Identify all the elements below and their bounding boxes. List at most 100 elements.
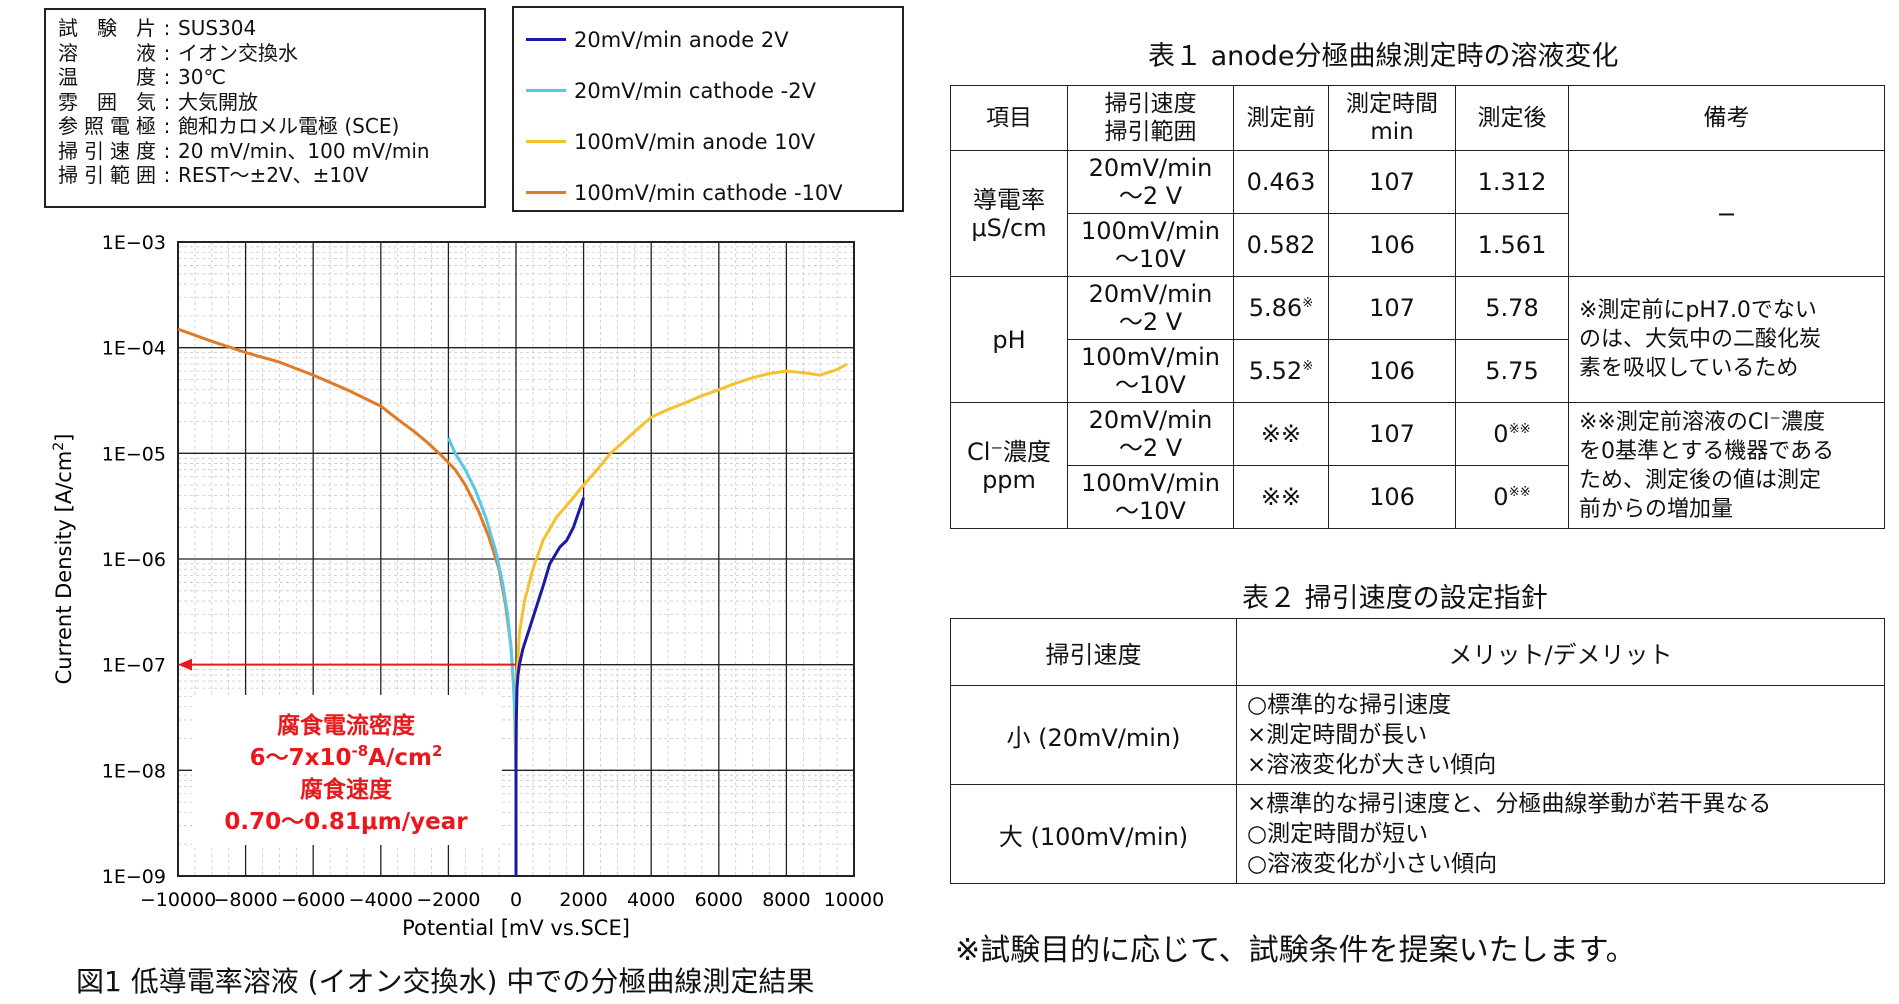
x-axis-label: Potential [mV vs.SCE]: [402, 916, 630, 940]
table2-title: 表２ 掃引速度の設定指針: [1242, 583, 1548, 614]
after-cell: 0※※: [1455, 465, 1569, 529]
annotation-box: [192, 695, 502, 845]
after-cell: 5.78: [1455, 276, 1569, 340]
x-tick-label: 0: [510, 889, 522, 911]
after-cell: 5.75: [1455, 339, 1569, 403]
test-conditions-box: 試験片: SUS304 溶液: イオン交換水 温度:30℃ 雰囲気: 大気開放 参照電…: [44, 8, 486, 208]
series-line-2: [514, 362, 848, 876]
x-tick-label: 8000: [762, 889, 810, 911]
x-tick-label: 2000: [559, 889, 607, 911]
condition-separator: :: [163, 114, 171, 138]
note-cell: ※測定前にpH7.0でない のは、大気中の二酸化炭 素を吸収しているため: [1568, 276, 1885, 403]
y-tick-label: 1E−09: [102, 866, 166, 888]
table2-header: 掃引速度: [950, 618, 1237, 686]
x-tick-label: 4000: [627, 889, 675, 911]
x-tick-label: −4000: [349, 889, 413, 911]
y-tick-label: 1E−03: [102, 232, 166, 254]
after-cell: 1.312: [1455, 150, 1569, 214]
time-cell: 107: [1328, 276, 1456, 340]
condition-row: 試験片: SUS304: [58, 16, 472, 41]
condition-separator: :: [163, 16, 171, 40]
table1-header: 測定時間 min: [1328, 85, 1456, 151]
table-row: 導電率 μS/cm 20mV/min 〜2 V 0.463 107 1.312 …: [950, 150, 1885, 277]
speed-cell: 20mV/min 〜2 V: [1067, 402, 1234, 466]
legend-swatch: [526, 140, 566, 143]
table-row: 小 (20mV/min) ○標準的な掃引速度 ×測定時間が長い ×溶液変化が大き…: [950, 685, 1885, 785]
condition-value: 30℃: [178, 65, 226, 89]
table-row: 大 (100mV/min) ×標準的な掃引速度と、分極曲線挙動が若干異なる ○測…: [950, 784, 1885, 884]
merit-cell: ○標準的な掃引速度 ×測定時間が長い ×溶液変化が大きい傾向: [1236, 685, 1885, 785]
table-row: 100mV/min 〜10V ※※ 106 0※※: [951, 465, 1885, 529]
condition-value: REST〜±2V、±10V: [178, 163, 369, 187]
note-cell: ※※測定前溶液のCl⁻濃度 を0基準とする機器である ため、測定後の値は測定 前…: [1568, 402, 1885, 529]
speed-cell: 100mV/min 〜10V: [1067, 213, 1234, 277]
annotation-line-1: 腐食電流密度: [277, 712, 416, 739]
table1-title: 表１ anode分極曲線測定時の溶液変化: [1148, 41, 1619, 72]
after-cell: 0※※: [1455, 402, 1569, 466]
table1-header-row: 項目 掃引速度 掃引範囲 測定前 測定時間 min 測定後 備考: [950, 85, 1885, 151]
table2: 掃引速度 メリット/デメリット 小 (20mV/min) ○標準的な掃引速度 ×…: [950, 618, 1885, 884]
legend-item: 20mV/min cathode -2V: [526, 65, 890, 116]
legend-item: 20mV/min anode 2V: [526, 14, 890, 65]
table-row: Cl⁻濃度 ppm 20mV/min 〜2 V ※※ 107 0※※ ※※測定前…: [950, 402, 1885, 529]
condition-key: 掃引範囲: [58, 163, 156, 187]
y-tick-label: 1E−08: [102, 760, 166, 782]
before-cell: 0.582: [1233, 213, 1329, 277]
condition-separator: :: [163, 138, 171, 163]
y-axis-label: Current Density [A/cm2]: [51, 434, 76, 685]
item-cell: 導電率 μS/cm: [950, 150, 1068, 277]
condition-value: 大気開放: [178, 89, 258, 114]
x-tick-label: 6000: [695, 889, 743, 911]
table1-header: 測定後: [1455, 85, 1569, 151]
time-cell: 106: [1328, 465, 1456, 529]
after-cell: 1.561: [1455, 213, 1569, 277]
x-tick-label: −8000: [213, 889, 277, 911]
y-tick-label: 1E−05: [102, 443, 166, 465]
figure-caption: 図1 低導電率溶液 (イオン交換水) 中での分極曲線測定結果: [76, 965, 815, 998]
x-tick-label: −2000: [416, 889, 480, 911]
condition-key: 溶液: [58, 40, 156, 65]
time-cell: 107: [1328, 402, 1456, 466]
condition-value: SUS304: [178, 16, 257, 40]
series-line-0: [514, 497, 586, 876]
condition-key: 雰囲気: [58, 89, 156, 114]
merit-cell: ×標準的な掃引速度と、分極曲線挙動が若干異なる ○測定時間が短い ○溶液変化が小…: [1236, 784, 1885, 884]
before-cell: ※※: [1233, 402, 1329, 466]
legend-label: 20mV/min anode 2V: [574, 27, 789, 52]
speed-cell: 小 (20mV/min): [950, 685, 1237, 785]
speed-cell: 大 (100mV/min): [950, 784, 1237, 884]
speed-cell: 20mV/min 〜2 V: [1067, 150, 1234, 214]
condition-row: 溶液: イオン交換水: [58, 41, 472, 66]
x-tick-label: −10000: [140, 889, 216, 911]
condition-key: 試験片: [58, 16, 156, 40]
time-cell: 106: [1328, 339, 1456, 403]
condition-separator: :: [163, 65, 171, 89]
chart-legend: 20mV/min anode 2V 20mV/min cathode -2V 1…: [512, 6, 904, 212]
table1-header: 掃引速度 掃引範囲: [1067, 85, 1234, 151]
polarization-chart: −10000−8000 −6000 −4000 −2000 0 2000 4000 6000 8…: [51, 232, 884, 940]
corrosion-current-arrow-head: [178, 658, 192, 671]
y-tick-label: 1E−07: [102, 655, 166, 677]
x-tick-label: −6000: [281, 889, 345, 911]
legend-swatch: [526, 191, 566, 194]
table1-header: 備考: [1568, 85, 1885, 151]
before-cell: 0.463: [1233, 150, 1329, 214]
condition-value: イオン交換水: [178, 40, 298, 65]
before-cell: 5.52※: [1233, 339, 1329, 403]
annotation-line-3: 腐食速度: [300, 776, 393, 803]
legend-item: 100mV/min cathode -10V: [526, 167, 890, 218]
y-tick-label: 1E−04: [102, 338, 166, 360]
condition-value: 20 mV/min、100 mV/min: [178, 138, 430, 163]
y-tick-label: 1E−06: [102, 549, 166, 571]
condition-separator: :: [163, 40, 171, 65]
table-row: 100mV/min 〜10V 5.52※ 106 5.75: [951, 339, 1885, 403]
condition-separator: :: [163, 89, 171, 114]
time-cell: 107: [1328, 150, 1456, 214]
legend-label: 20mV/min cathode -2V: [574, 78, 816, 103]
legend-swatch: [526, 38, 566, 41]
condition-row: 雰囲気: 大気開放: [58, 90, 472, 115]
condition-row: 掃引範囲: REST〜±2V、±10V: [58, 163, 472, 188]
condition-row: 温度:30℃: [58, 65, 472, 90]
table1-header: 測定前: [1233, 85, 1329, 151]
y-tick-labels: 1E−09 1E−08 1E−07 1E−06 1E−05 1E−04 1E−03: [102, 232, 166, 888]
